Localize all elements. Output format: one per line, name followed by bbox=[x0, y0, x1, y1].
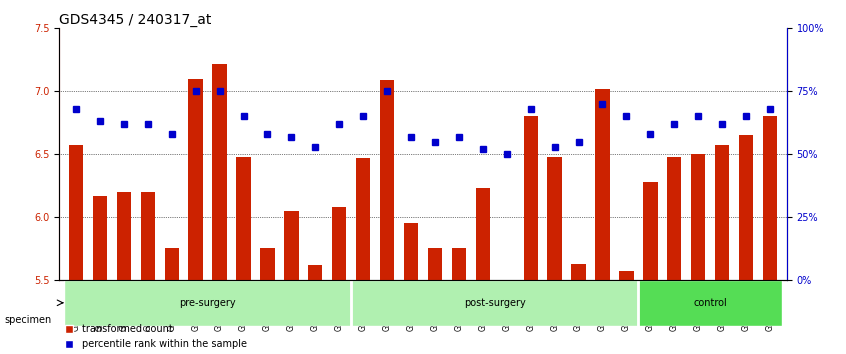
Bar bbox=[739, 135, 753, 280]
Legend: transformed count, percentile rank within the sample: transformed count, percentile rank withi… bbox=[64, 324, 246, 349]
FancyBboxPatch shape bbox=[64, 280, 351, 326]
Bar bbox=[452, 249, 466, 280]
Bar bbox=[164, 249, 179, 280]
Bar bbox=[284, 211, 299, 280]
Bar bbox=[356, 158, 371, 280]
Bar bbox=[667, 156, 682, 280]
Bar bbox=[261, 249, 275, 280]
Text: pre-surgery: pre-surgery bbox=[179, 298, 236, 308]
FancyBboxPatch shape bbox=[639, 280, 782, 326]
Bar bbox=[547, 156, 562, 280]
Bar bbox=[428, 249, 442, 280]
Bar bbox=[140, 192, 155, 280]
FancyBboxPatch shape bbox=[351, 280, 639, 326]
Bar bbox=[763, 116, 777, 280]
Bar bbox=[475, 188, 490, 280]
Bar bbox=[69, 145, 83, 280]
Bar bbox=[643, 182, 657, 280]
Bar bbox=[596, 89, 610, 280]
Bar bbox=[619, 271, 634, 280]
Bar bbox=[93, 196, 107, 280]
Bar bbox=[117, 192, 131, 280]
Bar bbox=[212, 64, 227, 280]
Bar bbox=[380, 80, 394, 280]
Bar bbox=[524, 116, 538, 280]
Text: post-surgery: post-surgery bbox=[464, 298, 525, 308]
Bar bbox=[236, 156, 250, 280]
Text: GDS4345 / 240317_at: GDS4345 / 240317_at bbox=[59, 13, 212, 27]
Text: specimen: specimen bbox=[4, 315, 52, 325]
Bar bbox=[308, 265, 322, 280]
Bar bbox=[715, 145, 729, 280]
Bar bbox=[404, 223, 418, 280]
Bar bbox=[571, 264, 585, 280]
Bar bbox=[691, 154, 706, 280]
Bar bbox=[332, 207, 346, 280]
Bar bbox=[189, 79, 203, 280]
Text: control: control bbox=[694, 298, 727, 308]
